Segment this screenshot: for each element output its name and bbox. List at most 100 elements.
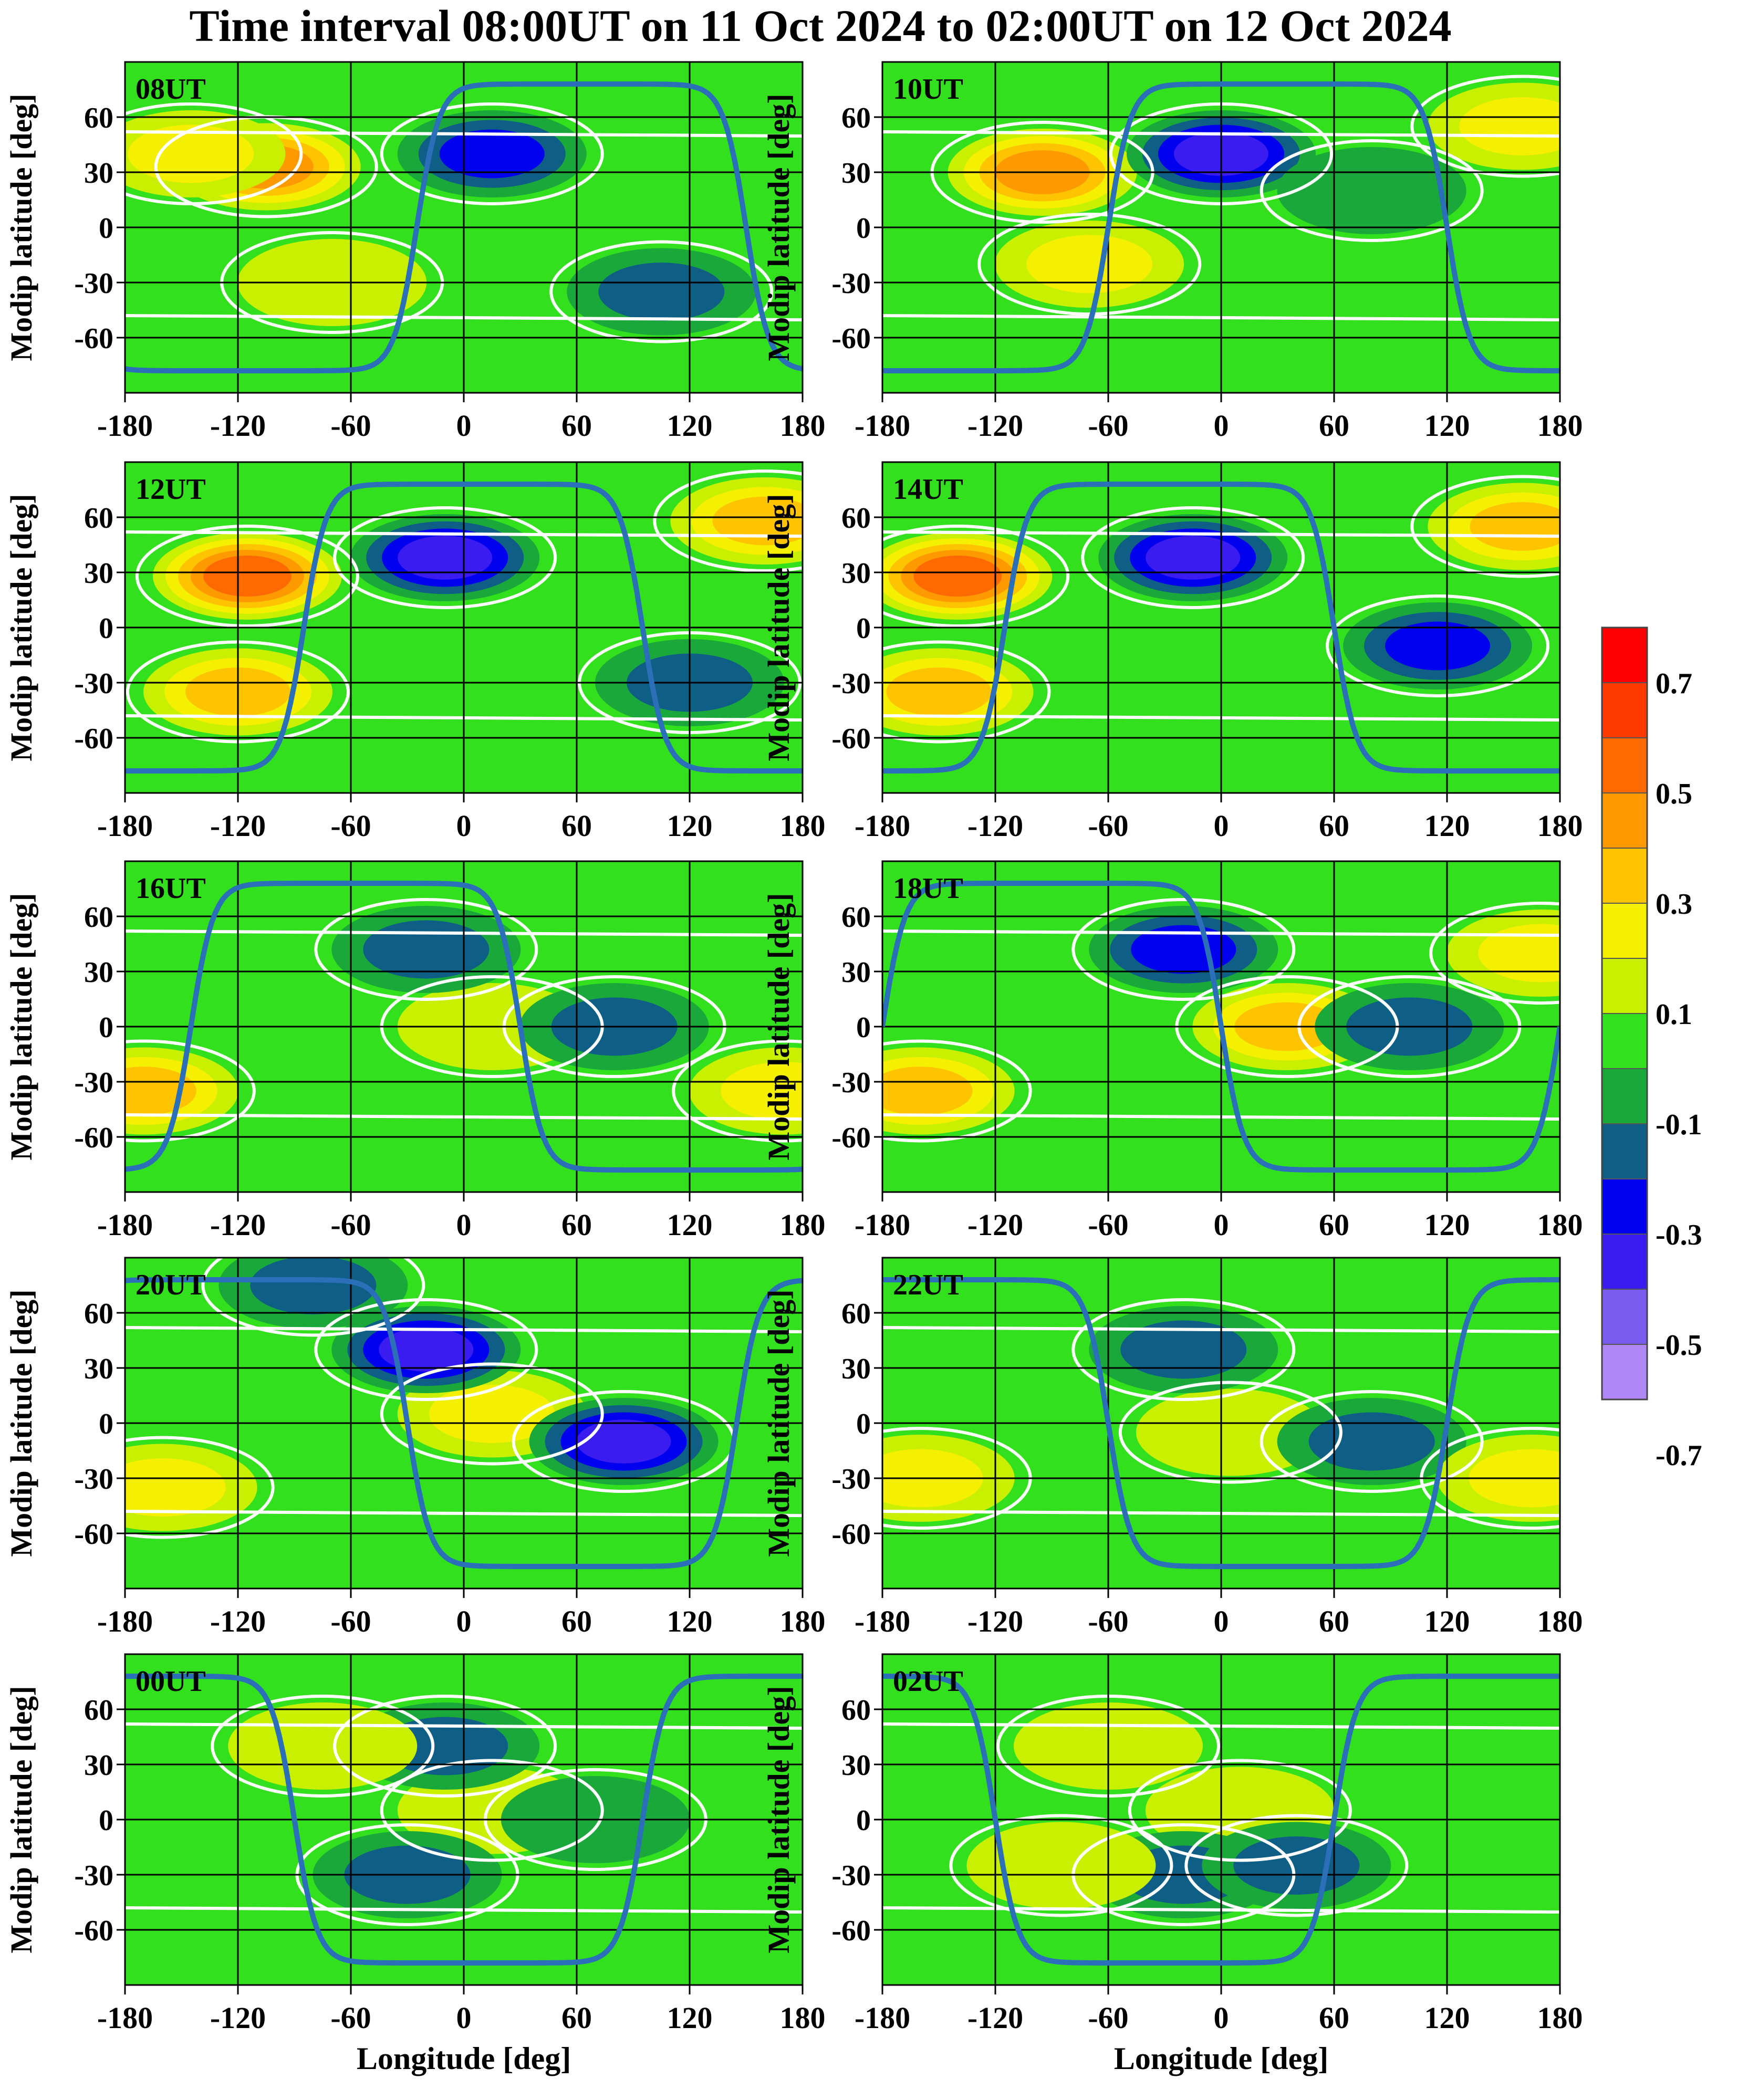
panel-18ut: 18UT -180 -120 -60 0 60 120 180 60 30 0 -30 -60 Modip… [762, 860, 1583, 1242]
grid [125, 1654, 803, 1985]
terminator-line [125, 482, 803, 774]
field-anomalies [882, 1306, 1560, 1522]
grid [882, 1654, 1560, 1985]
panel-10ut: 10UT -180 -120 -60 0 60 120 180 60 30 0 -30 -60 Modip… [762, 61, 1583, 443]
contour-line [1118, 1381, 1342, 1484]
x-tick-label: 0 [1214, 1208, 1229, 1242]
x-tick-label: 60 [1319, 2001, 1349, 2035]
x-tick-label: -60 [330, 1208, 371, 1242]
anomaly-blob [1136, 1388, 1325, 1476]
y-axis-title: Modip latitude [deg] [4, 494, 38, 761]
x-tick-label: -60 [1088, 809, 1128, 843]
x-tick-label: 120 [1424, 1208, 1470, 1242]
colorbar-label: 0.5 [1656, 778, 1692, 810]
contour-line [1326, 594, 1550, 697]
x-tick-label: 60 [561, 1604, 592, 1638]
terminator-line [882, 1277, 1560, 1569]
x-tick-label: 180 [780, 809, 826, 843]
colorbar-bin [1601, 627, 1648, 683]
y-tick-label: 30 [841, 557, 871, 590]
x-tick-label: -180 [97, 2001, 153, 2035]
x-tick-label: -180 [855, 409, 910, 443]
x-tick-label: -120 [967, 2001, 1023, 2035]
contour-line [380, 102, 604, 205]
x-tick-label: 120 [667, 2001, 713, 2035]
anomaly-blob [1470, 502, 1560, 551]
y-tick-label: -30 [74, 267, 113, 300]
contour-line [1260, 1390, 1484, 1493]
x-tick-label: -120 [967, 1208, 1023, 1242]
anomaly-blob [712, 496, 803, 546]
anomaly-blob [128, 124, 254, 183]
contour-line [1429, 902, 1560, 1005]
panel-16ut: 16UT -180 -120 -60 0 60 120 180 60 30 0 -30 -60 Modip… [4, 860, 826, 1242]
y-tick-label: 30 [841, 157, 871, 190]
terminator-line [125, 881, 803, 1173]
panels: 08UT -180 -120 -60 0 60 120 180 60 30 0 -30 -60 Modip… [4, 61, 1583, 2076]
x-tick-label: -60 [330, 809, 371, 843]
contour-line [1410, 75, 1560, 178]
contour-line [125, 1436, 275, 1539]
x-tick-label: 120 [667, 1604, 713, 1638]
x-tick-label: 0 [456, 809, 472, 843]
contour-line [653, 469, 803, 572]
contour-line [333, 506, 557, 609]
colorbar-bin [1601, 737, 1648, 793]
x-tick-label: 0 [1214, 409, 1229, 443]
contour-line [201, 1258, 425, 1337]
field-anomalies [882, 906, 1560, 1135]
grid [882, 1258, 1560, 1589]
y-axis-title: Modip latitude [deg] [4, 893, 38, 1160]
terminator-line [882, 81, 1560, 373]
anomaly-blob [1308, 1412, 1435, 1471]
anomaly-blob [203, 556, 292, 597]
y-tick-label: -30 [74, 1067, 113, 1099]
x-tick-label: 0 [1214, 809, 1229, 843]
contour-line [125, 102, 303, 205]
y-tick-label: 60 [84, 1694, 113, 1727]
panel-00ut: 00UT -180 -120 -60 0 60 120 180 60 30 0 -30 -60 Modip… [4, 1653, 826, 2076]
terminator-line [882, 881, 1560, 1173]
y-tick-label: -60 [831, 723, 871, 755]
contour-line [1410, 475, 1560, 578]
x-tick-label: -180 [855, 1604, 910, 1638]
grid [882, 62, 1560, 393]
panel-02ut: 02UT -180 -120 -60 0 60 120 180 60 30 0 -30 -60 Modip… [762, 1653, 1583, 2076]
grid [125, 1258, 803, 1589]
y-axis-title: Modip latitude [deg] [762, 494, 796, 761]
x-tick-label: 60 [561, 1208, 592, 1242]
panel-label: 12UT [136, 473, 206, 506]
panel-label: 18UT [893, 872, 963, 905]
y-tick-label: 60 [841, 102, 871, 134]
panel-label: 08UT [136, 73, 206, 106]
y-tick-label: 60 [84, 502, 113, 535]
y-tick-label: -60 [74, 723, 113, 755]
contour-line [1071, 898, 1296, 1001]
panel-22ut: 22UT -180 -120 -60 0 60 120 180 60 30 0 -30 -60 Modip… [762, 1257, 1583, 1638]
y-axis-title: Modip latitude [deg] [762, 893, 796, 1160]
colorbar-bin [1601, 1344, 1648, 1400]
colorbar-label: 0.3 [1656, 888, 1692, 921]
x-tick-label: -120 [210, 2001, 266, 2035]
colorbar-label: -0.3 [1656, 1219, 1702, 1251]
x-tick-label: 0 [1214, 1604, 1229, 1638]
x-axis-title: Longitude [deg] [1114, 2041, 1328, 2076]
x-tick-label: -60 [1088, 2001, 1128, 2035]
x-tick-label: 180 [780, 1208, 826, 1242]
x-tick-label: -120 [967, 1604, 1023, 1638]
x-tick-label: -120 [210, 809, 266, 843]
y-tick-label: 0 [99, 1011, 113, 1044]
y-tick-label: -30 [831, 1859, 871, 1892]
anomaly-blob [363, 920, 490, 979]
y-tick-label: -30 [831, 267, 871, 300]
y-tick-label: 60 [84, 1298, 113, 1330]
x-tick-label: 180 [1537, 409, 1583, 443]
contour-line [211, 1695, 435, 1798]
y-tick-label: 30 [841, 1353, 871, 1385]
contour-line [882, 1039, 1032, 1143]
y-tick-label: 0 [99, 212, 113, 245]
anomaly-blob [125, 1458, 226, 1517]
y-tick-label: 60 [841, 901, 871, 934]
y-tick-label: 0 [99, 1804, 113, 1837]
anomaly-blob [913, 556, 1002, 597]
